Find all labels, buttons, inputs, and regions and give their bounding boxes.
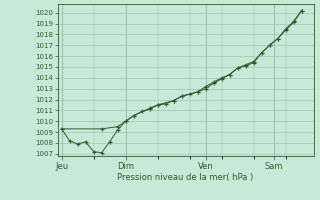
X-axis label: Pression niveau de la mer( hPa ): Pression niveau de la mer( hPa ) bbox=[117, 173, 254, 182]
